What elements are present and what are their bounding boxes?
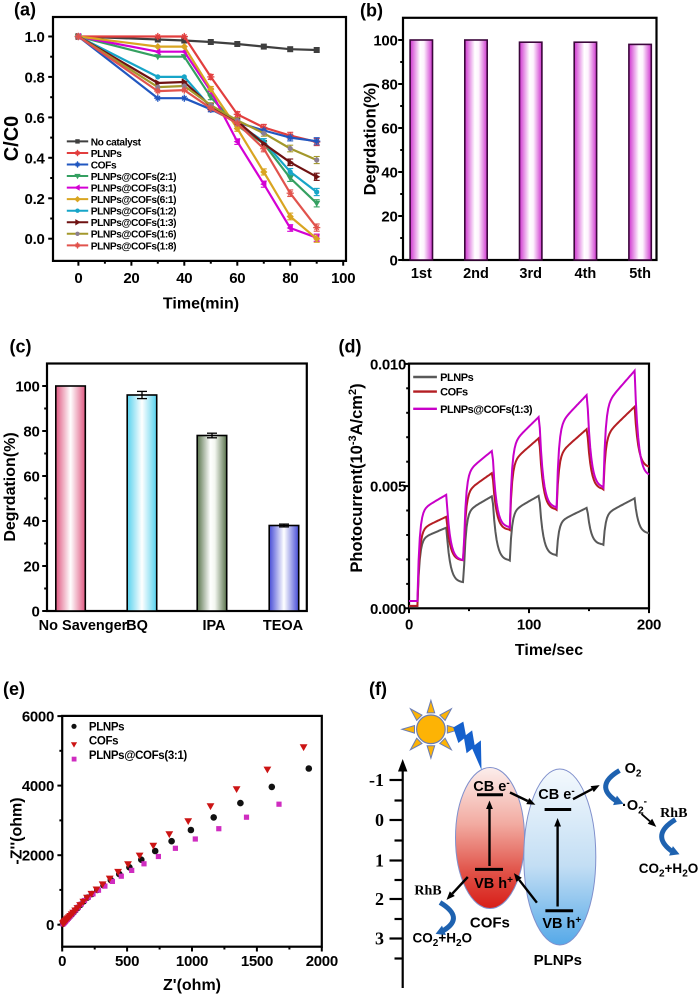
svg-text:(c): (c) [10, 337, 32, 357]
svg-text:PLNPs@COFs(3:1): PLNPs@COFs(3:1) [89, 750, 188, 762]
svg-text:TEOA: TEOA [263, 618, 304, 634]
svg-text:60: 60 [381, 121, 397, 138]
svg-text:200: 200 [637, 617, 661, 634]
svg-text:(e): (e) [3, 679, 25, 699]
svg-text:0.4: 0.4 [25, 150, 46, 167]
svg-text:80: 80 [23, 424, 39, 441]
svg-text:2nd: 2nd [463, 266, 489, 282]
svg-text:20: 20 [381, 209, 397, 226]
svg-text:O2: O2 [625, 761, 642, 780]
svg-text:0: 0 [375, 810, 384, 830]
svg-text:60: 60 [23, 469, 39, 486]
svg-text:20: 20 [123, 270, 139, 287]
svg-text:BQ: BQ [126, 618, 148, 634]
svg-text:100: 100 [15, 379, 39, 396]
svg-text:0: 0 [58, 953, 66, 970]
svg-text:CO2+H2O: CO2+H2O [639, 861, 698, 880]
svg-text:PLNPs: PLNPs [440, 372, 474, 384]
svg-text:4th: 4th [575, 266, 597, 282]
svg-text:COFs: COFs [470, 915, 510, 932]
svg-text:20: 20 [23, 559, 39, 576]
svg-text:COFs: COFs [89, 736, 118, 748]
svg-text:2000: 2000 [22, 848, 54, 865]
svg-text:(a): (a) [14, 0, 36, 20]
svg-text:500: 500 [115, 953, 139, 970]
svg-text:PLNPs: PLNPs [89, 721, 124, 733]
svg-text:PLNPs@COFs(1:2): PLNPs@COFs(1:2) [91, 207, 176, 218]
svg-text:80: 80 [381, 77, 397, 94]
svg-text:PLNPs@COFs(1:8): PLNPs@COFs(1:8) [91, 241, 176, 252]
svg-text:(f): (f) [369, 679, 387, 699]
svg-text:RhB: RhB [660, 806, 687, 821]
svg-text:PLNPs: PLNPs [534, 952, 582, 969]
svg-text:Degrdation(%): Degrdation(%) [362, 83, 380, 196]
svg-text:1: 1 [375, 851, 384, 871]
svg-text:1st: 1st [411, 266, 432, 282]
svg-text:-1: -1 [369, 770, 384, 790]
svg-text:0.005: 0.005 [370, 479, 406, 496]
svg-text:VB h+: VB h+ [474, 875, 513, 892]
svg-text:0: 0 [46, 917, 54, 934]
svg-text:1500: 1500 [241, 953, 273, 970]
svg-text:40: 40 [381, 165, 397, 182]
svg-text:0: 0 [74, 270, 82, 287]
svg-text:60: 60 [229, 270, 245, 287]
svg-text:PLNPs@COFs(1:3): PLNPs@COFs(1:3) [91, 218, 176, 229]
svg-text:PLNPs@COFs(6:1): PLNPs@COFs(6:1) [91, 195, 176, 206]
svg-text:0.2: 0.2 [25, 191, 45, 208]
svg-text:No Savenger: No Savenger [39, 618, 128, 634]
svg-text:PLNPs@COFs(2:1): PLNPs@COFs(2:1) [91, 172, 176, 183]
svg-text:100: 100 [517, 617, 541, 634]
svg-text:100: 100 [331, 270, 355, 287]
svg-text:VB h+: VB h+ [542, 915, 581, 932]
svg-text:C/C0: C/C0 [1, 116, 23, 162]
svg-text:(b): (b) [360, 0, 383, 20]
svg-text:1.0: 1.0 [25, 29, 45, 46]
svg-text:3rd: 3rd [519, 266, 542, 282]
svg-text:2000: 2000 [306, 953, 338, 970]
svg-text:3: 3 [375, 929, 384, 949]
svg-text:2: 2 [375, 889, 384, 909]
svg-text:0.6: 0.6 [25, 110, 45, 127]
svg-text:0.000: 0.000 [370, 601, 406, 618]
svg-text:1000: 1000 [176, 953, 208, 970]
svg-text:0: 0 [389, 253, 397, 270]
svg-text:0.8: 0.8 [25, 69, 45, 86]
svg-text:5th: 5th [629, 266, 651, 282]
svg-text:CB e-: CB e- [538, 786, 574, 803]
svg-text:80: 80 [282, 270, 298, 287]
svg-text:-Z''(ohm): -Z''(ohm) [9, 797, 26, 864]
svg-text:COFs: COFs [440, 387, 468, 399]
svg-text:40: 40 [23, 514, 39, 531]
svg-text:Z'(ohm): Z'(ohm) [163, 977, 221, 994]
svg-text:0: 0 [31, 604, 39, 621]
svg-text:PLNPs@COFs(1:3): PLNPs@COFs(1:3) [440, 404, 533, 416]
svg-text:PLNPs: PLNPs [91, 149, 123, 160]
svg-text:PLNPs@COFs(1:6): PLNPs@COFs(1:6) [91, 230, 176, 241]
svg-text:(d): (d) [339, 337, 362, 357]
svg-text:CB e-: CB e- [473, 778, 509, 795]
svg-text:Degrdation(%): Degrdation(%) [2, 432, 19, 541]
svg-text:100: 100 [373, 33, 397, 50]
svg-text:0.010: 0.010 [370, 356, 406, 373]
svg-text:No catalyst: No catalyst [91, 137, 142, 148]
svg-text:PLNPs@COFs(3:1): PLNPs@COFs(3:1) [91, 184, 176, 195]
svg-text:·O2-: ·O2- [622, 797, 647, 817]
svg-text:0.0: 0.0 [25, 231, 45, 248]
svg-text:Time(min): Time(min) [163, 296, 239, 313]
svg-text:6000: 6000 [22, 709, 54, 726]
svg-text:0: 0 [405, 617, 413, 634]
svg-text:Photocurrent(10-3A/cm2): Photocurrent(10-3A/cm2) [347, 383, 366, 572]
svg-text:Time/sec: Time/sec [515, 642, 583, 659]
svg-text:RhB: RhB [414, 884, 441, 899]
svg-text:IPA: IPA [202, 618, 226, 634]
svg-text:COFs: COFs [91, 160, 117, 171]
svg-text:4000: 4000 [22, 778, 54, 795]
svg-text:40: 40 [176, 270, 192, 287]
